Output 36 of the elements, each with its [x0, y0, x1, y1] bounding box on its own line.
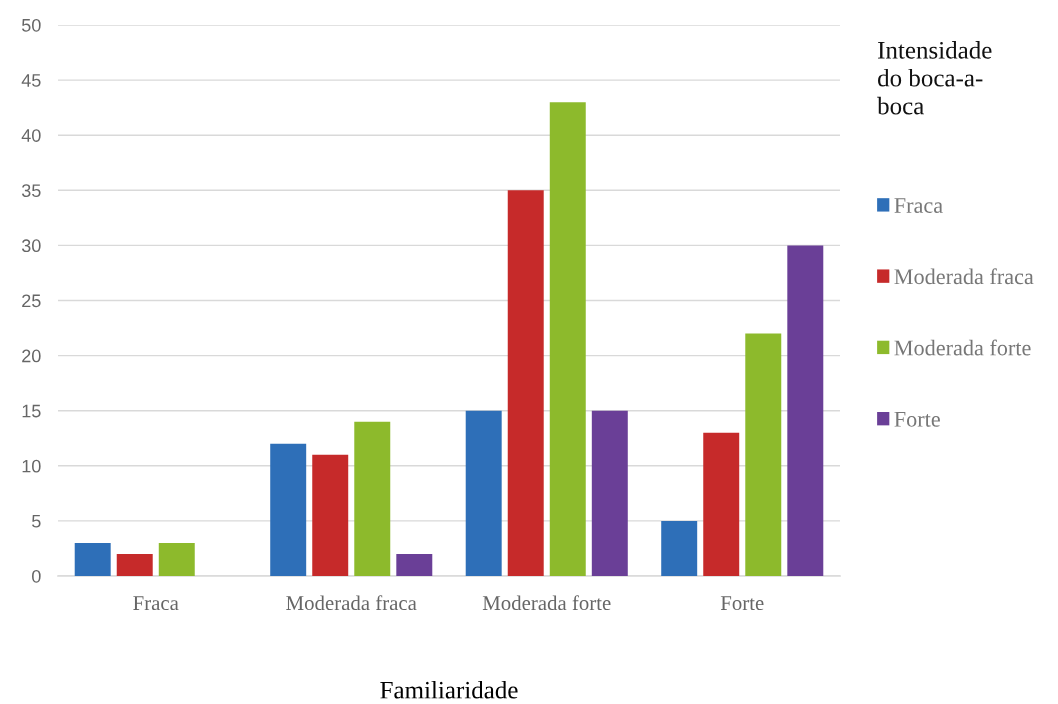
y-tick-label: 50 — [21, 18, 41, 32]
legend-label: Moderada fraca — [894, 268, 1034, 285]
y-tick-label: 45 — [21, 74, 41, 87]
bar — [158, 542, 195, 576]
bar — [787, 245, 824, 576]
bar — [74, 542, 111, 576]
y-tick-label: 5 — [32, 515, 41, 528]
bar — [312, 454, 349, 576]
bar — [354, 421, 391, 576]
bar — [396, 553, 433, 576]
bar — [549, 102, 586, 576]
y-tick-label: 35 — [21, 184, 41, 198]
bar — [507, 190, 544, 576]
x-tick-label: Fraca — [133, 596, 179, 611]
bar — [465, 410, 502, 576]
y-tick-label: 40 — [21, 129, 41, 142]
bar — [116, 553, 153, 576]
legend-label: Fraca — [894, 198, 943, 213]
x-tick-label: Moderada fraca — [286, 595, 417, 611]
y-tick-label: 0 — [32, 569, 41, 583]
legend-label: Forte — [894, 411, 940, 427]
legend-label: Moderada forte — [894, 339, 1031, 356]
bar — [745, 333, 782, 576]
bar — [591, 410, 628, 576]
bar — [661, 520, 698, 576]
x-tick-label: Moderada forte — [482, 595, 611, 611]
bar — [270, 443, 307, 576]
y-tick-label: 30 — [21, 239, 41, 253]
y-tick-label: 15 — [22, 404, 41, 418]
bar — [703, 432, 740, 576]
x-axis-title: Familiaridade — [380, 681, 518, 699]
y-tick-label: 25 — [22, 294, 41, 308]
y-tick-label: 20 — [22, 349, 41, 363]
legend-title: Intensidade do boca-a- boca — [877, 41, 992, 115]
x-tick-label: Forte — [720, 596, 764, 611]
y-tick-label: 10 — [22, 459, 41, 473]
